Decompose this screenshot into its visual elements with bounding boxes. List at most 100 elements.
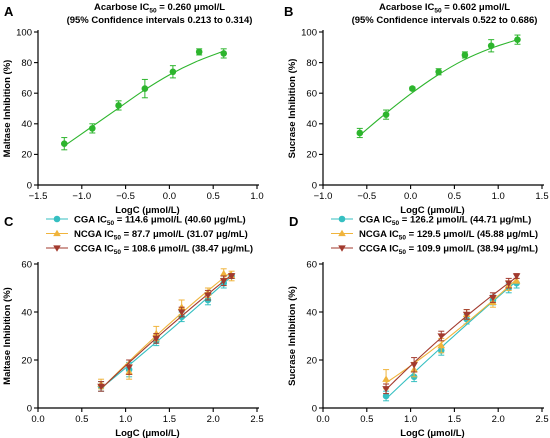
data-point	[435, 68, 442, 76]
x-tick-label: 1.5	[448, 414, 461, 425]
data-point	[195, 48, 203, 56]
legend-label: CGA IC50 = 126.2 μmol/L (44.71 μg/mL)	[359, 215, 531, 228]
data-point	[97, 383, 105, 391]
y-tick-label: 40	[306, 307, 317, 318]
x-tick-label: 0.5	[207, 191, 220, 202]
y-tick-label: 40	[21, 307, 32, 318]
data-point	[220, 50, 228, 57]
fit-curve	[359, 39, 518, 136]
y-tick-label: 40	[306, 119, 317, 130]
x-tick-label: −1.0	[72, 191, 91, 202]
data-point	[219, 278, 228, 285]
legend-item-3: CCGA IC50 = 109.9 μmol/L (38.94 μg/mL)	[331, 244, 538, 256]
data-point	[169, 68, 177, 76]
series-2	[382, 277, 521, 390]
fit-curve	[100, 275, 232, 389]
x-axis-label: LogC (μmol/L)	[115, 205, 179, 216]
fit-curve	[100, 271, 232, 390]
x-tick-label: 0.0	[404, 191, 417, 202]
data-point	[489, 294, 497, 302]
chart-panel-A: A Acarbose IC50 = 0.260 μmol/L(95% Confid…	[2, 2, 264, 216]
x-tick-label: 1.0	[404, 414, 417, 425]
data-point	[382, 111, 390, 118]
data-point	[410, 362, 418, 369]
data-point	[227, 273, 236, 280]
data-point	[141, 85, 149, 92]
data-point	[53, 215, 61, 223]
data-point	[504, 280, 513, 287]
series-1	[97, 272, 235, 392]
data-point	[512, 273, 521, 280]
legend: CGA IC50 = 126.2 μmol/L (44.71 μg/mL)NCG…	[331, 215, 538, 256]
data-point	[125, 364, 133, 371]
data-point	[487, 42, 495, 50]
legend-item-1: CGA IC50 = 114.6 μmol/L (40.60 μg/mL)	[46, 215, 246, 228]
x-tick-label: 2.0	[207, 414, 220, 425]
y-axis-label: Sucrase Inhibition (%)	[287, 59, 298, 159]
data-point	[152, 329, 161, 337]
data-point	[382, 392, 390, 400]
legend-label: CGA IC50 = 114.6 μmol/L (40.60 μg/mL)	[74, 215, 246, 228]
x-tick-label: 2.5	[250, 414, 263, 425]
x-tick-label: 0.0	[316, 414, 329, 425]
x-tick-label: 0.5	[75, 414, 88, 425]
y-tick-label: 20	[306, 150, 317, 161]
y-tick-label: 20	[306, 355, 317, 366]
x-axis-label: LogC (μmol/L)	[115, 428, 179, 438]
data-point	[512, 277, 521, 284]
data-point	[338, 245, 346, 252]
y-tick-label: 100	[16, 27, 32, 38]
x-tick-label: −0.5	[116, 191, 135, 202]
data-point	[89, 125, 96, 132]
data-point	[437, 333, 446, 340]
panel-letter: B	[284, 4, 293, 19]
chart-panel-D: D 0.0 0.5 1.0 1.5 2.0 2.5 0 20 40 60 LogC (μmol/L) S…	[287, 214, 549, 438]
data-point	[437, 341, 446, 349]
chart-subtitle: (95% Confidence intervals 0.213 to 0.314…	[67, 15, 253, 26]
panel-letter: A	[4, 4, 14, 19]
data-point	[338, 215, 346, 223]
fit-curve	[385, 280, 517, 400]
series-3	[382, 273, 521, 395]
legend-label: NCGA IC50 = 87.7 μmol/L (31.07 μg/mL)	[74, 229, 248, 242]
y-tick-label: 80	[306, 58, 317, 69]
y-axis-label: Maltase Inhibition (%)	[2, 287, 13, 385]
y-tick-label: 60	[21, 259, 32, 270]
chart-title: Acarbose IC50 = 0.602 μmol/L	[379, 2, 510, 15]
y-tick-label: 0	[312, 403, 317, 414]
x-axis-label: LogC (μmol/L)	[400, 205, 464, 216]
data-point	[382, 386, 390, 393]
data-point	[204, 292, 212, 299]
fit-curve	[100, 274, 232, 390]
x-tick-label: 1.5	[163, 414, 176, 425]
legend-label: NCGA IC50 = 129.5 μmol/L (45.88 μg/mL)	[359, 229, 538, 242]
chart-panel-B: B Acarbose IC50 = 0.602 μmol/L(95% Confid…	[284, 2, 549, 216]
x-tick-label: 2.5	[535, 414, 548, 425]
data-point	[461, 51, 469, 59]
series-1	[60, 48, 228, 151]
chart-title: Acarbose IC50 = 0.260 μmol/L	[94, 2, 225, 15]
y-tick-label: 0	[312, 180, 317, 191]
data-point	[53, 229, 61, 237]
data-point	[115, 102, 122, 109]
data-point	[53, 245, 61, 252]
y-tick-label: 20	[21, 150, 32, 161]
data-point	[177, 303, 186, 310]
x-tick-label: 1.5	[535, 191, 548, 202]
x-tick-label: 0.0	[163, 191, 176, 202]
series-3	[97, 273, 236, 392]
series-1	[356, 34, 521, 139]
panel-letter: D	[289, 214, 298, 229]
x-axis-label: LogC (μmol/L)	[400, 428, 464, 438]
x-tick-label: −1.5	[29, 191, 48, 202]
data-point	[356, 129, 364, 137]
data-point	[60, 140, 68, 147]
y-tick-label: 20	[21, 355, 32, 366]
y-tick-label: 0	[27, 180, 32, 191]
data-point	[409, 85, 416, 92]
panel-letter: C	[4, 214, 14, 229]
x-tick-label: 0.0	[31, 414, 44, 425]
y-axis-label: Sucrase Inhibition (%)	[287, 286, 298, 386]
x-tick-label: −0.5	[357, 191, 376, 202]
